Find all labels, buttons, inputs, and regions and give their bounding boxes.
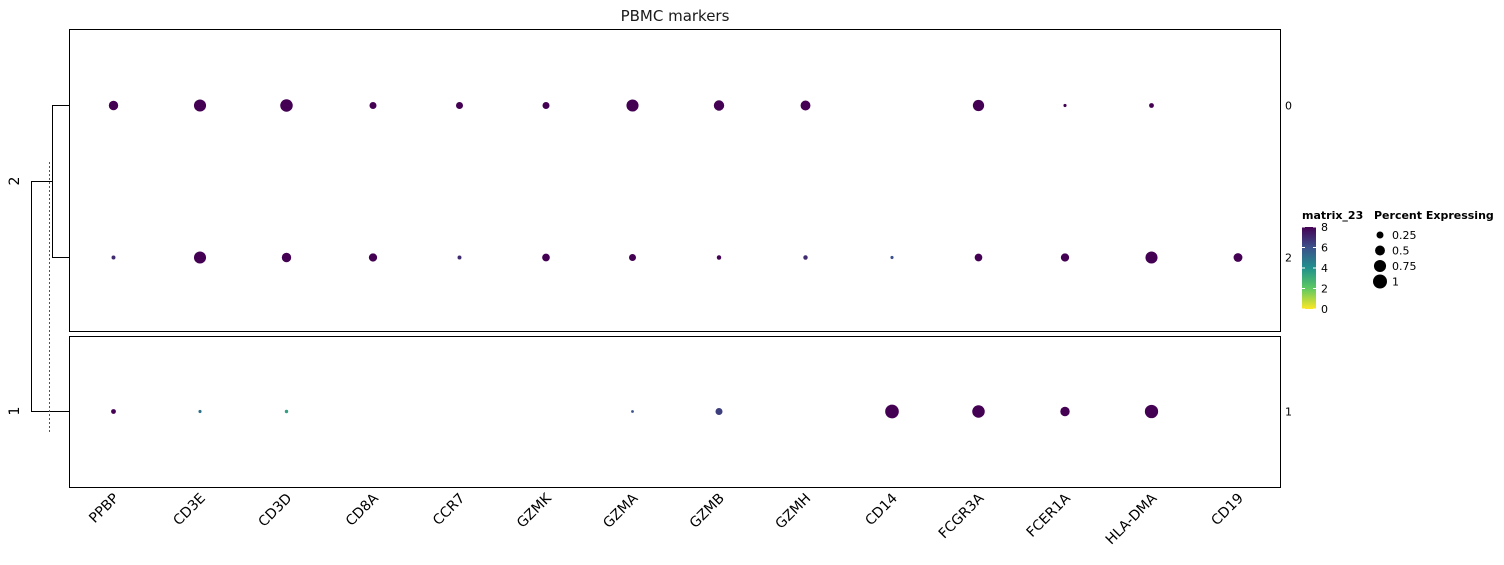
dot-gzmb-row-1 xyxy=(715,408,723,415)
color-legend-bar xyxy=(1302,227,1316,309)
dot-gzma-row-2 xyxy=(629,254,636,261)
dot-gzmh-row-0 xyxy=(800,100,811,111)
x-tick-label: CCR7 xyxy=(430,491,468,529)
dot-gzmb-row-2 xyxy=(716,255,722,260)
dot-cd8a-row-0 xyxy=(369,102,377,109)
row-label: 1 xyxy=(1285,406,1292,419)
dot-cd19-row-2 xyxy=(1233,253,1243,262)
dot-gzma-row-0 xyxy=(626,99,639,112)
dot-cd3e-row-0 xyxy=(193,99,207,112)
dot-gzmk-row-2 xyxy=(542,253,550,262)
size-legend-label: 0.5 xyxy=(1392,245,1410,258)
dot-cd3e-row-2 xyxy=(193,251,207,264)
dot-cd8a-row-2 xyxy=(368,253,378,262)
x-tick-label: GZMK xyxy=(514,490,555,531)
x-tick-label: HLA-DMA xyxy=(1103,490,1161,548)
x-tick-label: CD14 xyxy=(862,490,901,529)
size-legend-label: 1 xyxy=(1392,276,1399,289)
color-legend-label: 2 xyxy=(1321,283,1328,296)
top-panel-border xyxy=(69,29,1281,332)
dot-gzma-row-1 xyxy=(631,410,634,413)
bottom-panel-border xyxy=(69,336,1281,488)
x-tick-label: CD3E xyxy=(170,491,208,529)
dot-ccr7-row-2 xyxy=(457,255,462,260)
color-legend-title: matrix_23 xyxy=(1302,209,1363,222)
color-legend-label: 0 xyxy=(1321,303,1328,316)
x-tick-label: PPBP xyxy=(86,491,122,527)
dot-ppbp-row-0 xyxy=(108,100,119,111)
dot-gzmk-row-0 xyxy=(542,102,550,109)
dot-fcgr3a-row-1 xyxy=(972,405,985,418)
row-labels: 0 2 1 xyxy=(1285,100,1292,419)
row-label: 0 xyxy=(1285,100,1292,113)
cluster-group-label: 2 xyxy=(7,177,23,186)
dot-ppbp-row-1 xyxy=(111,409,116,414)
dendrogram-branch-root xyxy=(31,181,69,412)
x-tick-label: GZMA xyxy=(600,490,641,531)
dot-layer xyxy=(108,99,1243,419)
size-legend-dot xyxy=(1375,245,1385,256)
dot-fcgr3a-row-0 xyxy=(972,99,985,112)
dot-ccr7-row-0 xyxy=(456,102,463,109)
x-tick-label: FCGR3A xyxy=(936,490,988,542)
dot-cd3d-row-0 xyxy=(280,99,293,112)
row-label: 2 xyxy=(1285,252,1292,265)
dot-ppbp-row-2 xyxy=(111,255,116,260)
dot-fcer1a-row-1 xyxy=(1060,406,1070,417)
x-tick-label: CD3D xyxy=(256,491,296,531)
dot-hla-dma-row-0 xyxy=(1149,103,1154,108)
size-legend-label: 0.25 xyxy=(1392,229,1417,242)
size-legend: Percent Expressing 0.25 0.5 0.75 1 xyxy=(1373,209,1494,289)
dot-gzmh-row-2 xyxy=(803,255,808,260)
dot-cd3e-row-1 xyxy=(198,409,202,414)
dot-cd14-row-2 xyxy=(890,255,894,260)
color-legend-label: 4 xyxy=(1321,262,1328,275)
size-legend-dot xyxy=(1376,231,1384,239)
size-legend-dot xyxy=(1373,274,1387,289)
dot-gzmb-row-0 xyxy=(713,100,725,111)
color-legend-label: 6 xyxy=(1321,242,1328,255)
dot-hla-dma-row-1 xyxy=(1144,404,1159,419)
x-tick-label: FCER1A xyxy=(1024,490,1074,540)
dot-fcer1a-row-2 xyxy=(1060,253,1070,262)
size-legend-label: 0.75 xyxy=(1392,260,1417,273)
x-tick-label: GZMH xyxy=(773,491,815,533)
dot-fcgr3a-row-2 xyxy=(974,253,983,262)
row-dendrogram xyxy=(31,105,69,433)
dot-cd3d-row-1 xyxy=(284,409,289,414)
dot-hla-dma-row-2 xyxy=(1145,251,1158,264)
dendrogram-branch-top xyxy=(52,105,69,258)
dot-cd3d-row-2 xyxy=(281,252,292,263)
chart-title: PBMC markers xyxy=(621,7,730,25)
dot-cd14-row-1 xyxy=(885,404,899,419)
x-axis-labels: PPBP CD3E CD3D CD8A CCR7 GZMK GZMA GZMB GZMH CD14… xyxy=(86,490,1247,548)
cluster-group-label: 1 xyxy=(7,407,23,416)
color-legend-label: 8 xyxy=(1321,221,1328,234)
dot-fcer1a-row-0 xyxy=(1063,103,1067,108)
x-tick-label: GZMB xyxy=(687,491,728,532)
size-legend-title: Percent Expressing xyxy=(1374,209,1494,222)
size-legend-dot xyxy=(1373,259,1387,273)
x-tick-label: CD8A xyxy=(343,490,382,529)
x-tick-label: CD19 xyxy=(1208,491,1246,529)
color-legend: matrix_23 8 6 4 2 0 xyxy=(1302,209,1363,316)
